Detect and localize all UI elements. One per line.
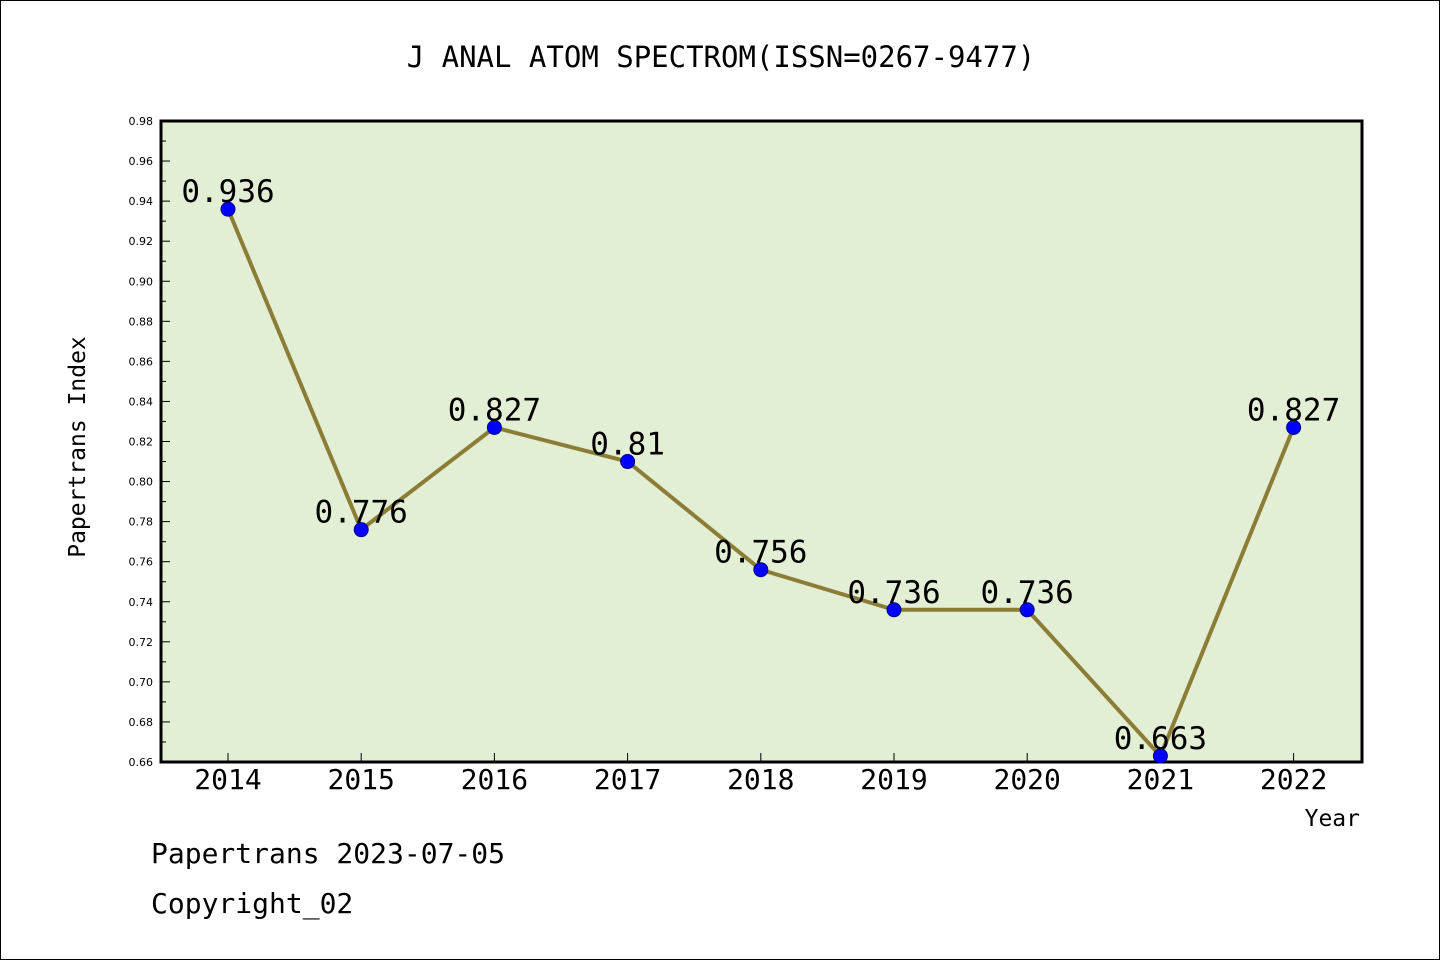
data-label: 0.81	[590, 427, 665, 463]
data-label: 0.736	[847, 575, 940, 611]
data-label: 0.827	[448, 392, 541, 428]
y-tick-label: 0.80	[129, 476, 154, 489]
y-tick-label: 0.70	[129, 676, 154, 689]
data-point	[486, 419, 502, 435]
y-tick-label: 0.90	[129, 275, 154, 288]
data-label: 0.827	[1247, 392, 1340, 428]
x-tick-label: 2020	[993, 763, 1060, 796]
x-tick-label: 2017	[594, 763, 661, 796]
y-tick-label: 0.92	[129, 235, 154, 248]
x-tick-label: 2014	[194, 763, 261, 796]
y-tick-label: 0.72	[129, 636, 154, 649]
data-point	[620, 454, 636, 470]
x-tick-label: 2019	[860, 763, 927, 796]
data-point	[753, 562, 769, 578]
x-tick-label: 2021	[1127, 763, 1194, 796]
y-tick-label: 0.86	[129, 355, 154, 368]
data-labels: 0.936 0.776 0.827 0.81 0.756 0.736 0.736 0.663 0…	[181, 174, 1340, 757]
x-axis: 2014 2015 2016 2017 2018 2019 2020 2021 2022	[194, 753, 1327, 796]
series-papertrans-index	[220, 201, 1302, 764]
data-point	[1152, 748, 1168, 764]
data-point	[1019, 602, 1035, 618]
data-label: 0.736	[981, 575, 1074, 611]
y-tick-label: 0.96	[129, 155, 154, 168]
y-tick-label: 0.84	[129, 395, 154, 408]
chart-title: J ANAL ATOM SPECTROM(ISSN=0267-9477)	[407, 40, 1036, 74]
data-label: 0.776	[315, 495, 408, 531]
y-tick-label: 0.68	[129, 716, 154, 729]
y-tick-label: 0.88	[129, 315, 154, 328]
data-point	[1286, 419, 1302, 435]
x-axis-label: Year	[1305, 806, 1360, 832]
data-point	[353, 522, 369, 538]
y-tick-label: 0.74	[129, 596, 154, 609]
plot-area	[159, 119, 1364, 764]
data-label: 0.936	[181, 174, 274, 210]
y-axis-label: Papertrans Index	[65, 336, 91, 558]
data-point	[886, 602, 902, 618]
x-tick-label: 2015	[327, 763, 394, 796]
y-axis: 0.66 0.68 0.70 0.72 0.74 0.76 0.78 0.80 0.82 0.84…	[129, 115, 170, 769]
y-tick-label: 0.82	[129, 436, 154, 449]
y-tick-label: 0.98	[129, 115, 154, 128]
x-tick-label: 2018	[727, 763, 794, 796]
y-tick-label: 0.94	[129, 195, 154, 208]
y-tick-label: 0.78	[129, 516, 154, 529]
y-tick-label: 0.76	[129, 556, 154, 569]
data-label: 0.663	[1114, 721, 1207, 757]
data-label: 0.756	[714, 535, 807, 571]
x-tick-label: 2022	[1260, 763, 1327, 796]
x-tick-label: 2016	[461, 763, 528, 796]
y-tick-label: 0.66	[129, 756, 154, 769]
data-point	[220, 201, 236, 217]
footer-copyright: Copyright_02	[151, 887, 354, 920]
footer-date: Papertrans 2023-07-05	[151, 837, 506, 870]
